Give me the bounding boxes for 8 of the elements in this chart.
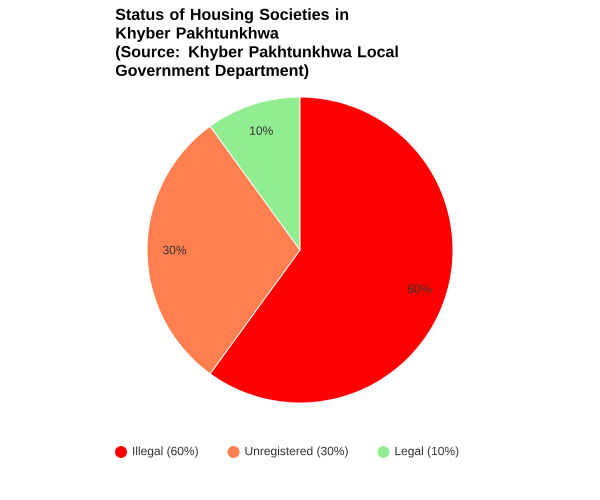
legend-label: Legal (10%) xyxy=(395,446,458,458)
chart-title: Status of Housing Societies in Khyber Pakhtunkhwa xyxy=(116,8,348,42)
legend-label: Unregistered (30%) xyxy=(245,446,348,458)
data-label: 30% xyxy=(162,246,186,254)
chart-subtitle: (Source: Khyber Pakhtunkhwa Local Government Department) xyxy=(116,46,398,80)
data-label: 10% xyxy=(250,126,273,135)
legend-label: Illegal (60%) xyxy=(133,446,198,458)
data-label: 60% xyxy=(408,284,431,294)
